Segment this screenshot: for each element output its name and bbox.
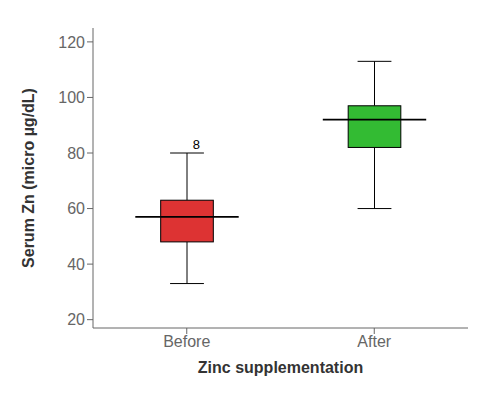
svg-text:Before: Before <box>163 333 210 350</box>
svg-text:60: 60 <box>67 200 85 217</box>
svg-text:Zinc supplementation: Zinc supplementation <box>198 359 363 376</box>
svg-text:80: 80 <box>67 145 85 162</box>
svg-text:8: 8 <box>193 137 200 152</box>
svg-text:20: 20 <box>67 311 85 328</box>
svg-text:120: 120 <box>58 34 85 51</box>
svg-text:Serum Zn (micro µg/dL): Serum Zn (micro µg/dL) <box>20 88 37 268</box>
svg-text:40: 40 <box>67 256 85 273</box>
svg-text:100: 100 <box>58 89 85 106</box>
svg-text:After: After <box>357 333 391 350</box>
